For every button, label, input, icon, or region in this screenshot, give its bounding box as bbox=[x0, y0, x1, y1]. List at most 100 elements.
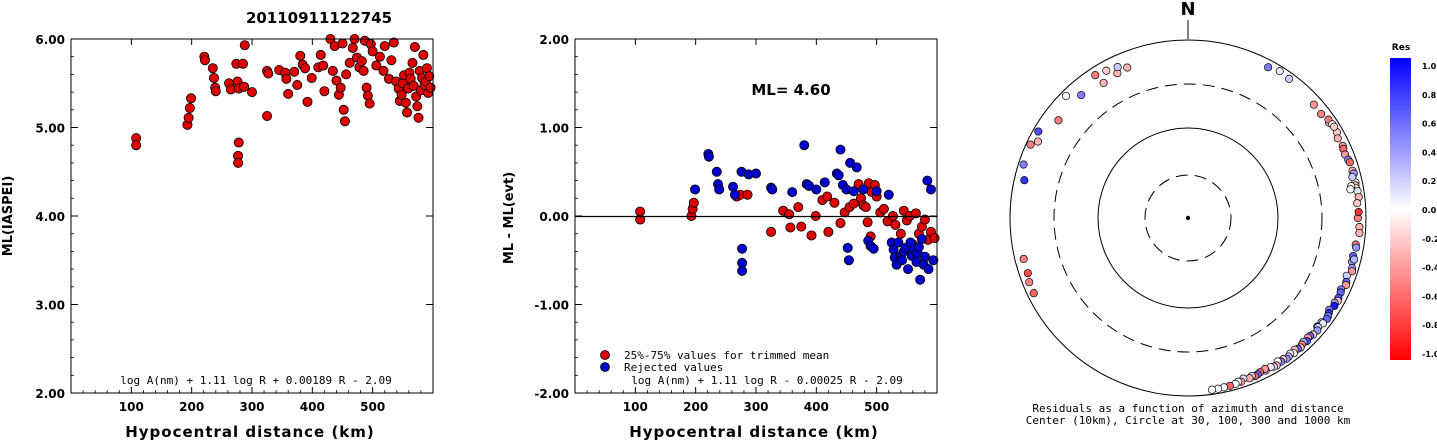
station-residual-point bbox=[1330, 122, 1339, 131]
station-residual-point bbox=[1099, 78, 1108, 87]
x-tick-label: 200 bbox=[683, 400, 708, 414]
data-point bbox=[897, 255, 908, 266]
data-point bbox=[327, 65, 338, 76]
middle-residual-panel: 100 200 300 400 500 -2.00 -1.00 0.00 1.00 2.00 ML… bbox=[502, 33, 940, 441]
data-point bbox=[848, 198, 859, 209]
station-residual-point bbox=[1029, 289, 1038, 298]
data-point bbox=[295, 50, 306, 61]
data-point bbox=[796, 221, 807, 232]
data-point bbox=[903, 264, 914, 275]
data-point bbox=[711, 166, 722, 177]
x-tick-label: 400 bbox=[300, 400, 325, 414]
data-point bbox=[292, 80, 303, 91]
data-point bbox=[239, 81, 250, 92]
data-point bbox=[402, 107, 413, 118]
station-residual-point bbox=[1354, 207, 1363, 217]
data-point bbox=[396, 89, 407, 100]
colorbar-tick-label: -0.8 bbox=[1422, 321, 1437, 330]
data-point bbox=[742, 189, 753, 200]
station-residual-point bbox=[1054, 116, 1063, 125]
station-residual-point bbox=[1034, 127, 1043, 136]
data-point bbox=[868, 243, 879, 254]
station-residual-point bbox=[1345, 158, 1354, 167]
data-point bbox=[751, 168, 762, 179]
colorbar-tick-label: -0.6 bbox=[1422, 292, 1437, 301]
x-tick-label: 500 bbox=[360, 400, 385, 414]
y-tick-label: -2.00 bbox=[534, 387, 569, 401]
data-point bbox=[922, 175, 933, 186]
data-point bbox=[341, 69, 352, 80]
data-point bbox=[811, 184, 822, 195]
colorbar-tick-label: -1.0 bbox=[1422, 350, 1437, 359]
data-point bbox=[207, 63, 218, 74]
data-point bbox=[806, 230, 817, 241]
station-residual-point bbox=[1023, 269, 1032, 278]
data-point bbox=[916, 234, 927, 245]
data-point bbox=[910, 208, 921, 219]
residual-colorbar: Res 1.0 0.8 0.6 0.4 0.2 0.0 -0.2 -0.4 -0.6 -0.8 -1… bbox=[1390, 43, 1437, 360]
data-point bbox=[862, 217, 873, 228]
data-point bbox=[928, 255, 939, 266]
data-point bbox=[337, 38, 348, 49]
data-point bbox=[819, 177, 830, 188]
legend-rejected-label: Rejected values bbox=[624, 361, 723, 374]
data-point bbox=[210, 86, 221, 97]
data-point bbox=[233, 157, 244, 168]
data-point bbox=[263, 68, 274, 79]
middle-formula: log A(nm) + 1.11 log R - 0.00025 R - 2.0… bbox=[631, 374, 903, 387]
data-point bbox=[871, 186, 882, 197]
colorbar-tick-label: -0.4 bbox=[1422, 264, 1437, 273]
station-residual-point bbox=[1208, 385, 1217, 394]
data-point bbox=[829, 197, 840, 208]
data-point bbox=[302, 96, 313, 107]
data-point bbox=[848, 186, 859, 197]
colorbar-title: Res bbox=[1392, 43, 1410, 53]
data-point bbox=[367, 46, 378, 57]
circle-1000km bbox=[1009, 39, 1367, 397]
data-point bbox=[878, 203, 889, 214]
data-point bbox=[413, 112, 424, 123]
data-point bbox=[344, 57, 355, 68]
data-point bbox=[315, 49, 326, 60]
y-tick-label: 4.00 bbox=[35, 210, 65, 224]
data-point bbox=[379, 41, 390, 52]
station-residual-point bbox=[1346, 185, 1355, 194]
data-point bbox=[851, 162, 862, 173]
legend-blue-marker bbox=[600, 362, 610, 372]
station-residual-point bbox=[1264, 63, 1273, 72]
station-residual-point bbox=[1033, 137, 1042, 146]
data-point bbox=[835, 218, 846, 229]
ml-value-label: ML= 4.60 bbox=[751, 81, 830, 99]
y-tick-label: 0.00 bbox=[539, 210, 569, 224]
data-point bbox=[374, 51, 385, 62]
station-residual-point bbox=[1285, 74, 1294, 83]
station-residual-point bbox=[1333, 134, 1342, 143]
data-point bbox=[785, 222, 796, 233]
data-point bbox=[388, 37, 399, 48]
data-point bbox=[237, 58, 248, 69]
data-point bbox=[239, 40, 250, 51]
data-point bbox=[703, 151, 714, 162]
station-residual-point bbox=[1091, 71, 1100, 80]
data-point bbox=[347, 42, 358, 53]
data-point bbox=[919, 251, 930, 262]
x-tick-label: 300 bbox=[743, 400, 768, 414]
circle-300km bbox=[1053, 83, 1323, 353]
data-point bbox=[335, 82, 346, 93]
data-point bbox=[835, 144, 846, 155]
data-point bbox=[378, 65, 389, 76]
data-point bbox=[893, 237, 904, 248]
data-point bbox=[895, 228, 906, 239]
data-point bbox=[246, 87, 257, 98]
data-point bbox=[833, 170, 844, 181]
middle-x-axis-label: Hypocentral distance (km) bbox=[629, 423, 879, 441]
legend-red-marker bbox=[600, 350, 610, 360]
middle-y-axis-label: ML - ML(evt) bbox=[502, 172, 517, 264]
data-point bbox=[929, 233, 940, 244]
x-tick-label: 400 bbox=[804, 400, 829, 414]
figure-title: 20110911122745 bbox=[246, 9, 392, 27]
data-point bbox=[787, 187, 798, 198]
data-point bbox=[425, 82, 436, 93]
y-tick-label: 1.00 bbox=[539, 122, 569, 136]
